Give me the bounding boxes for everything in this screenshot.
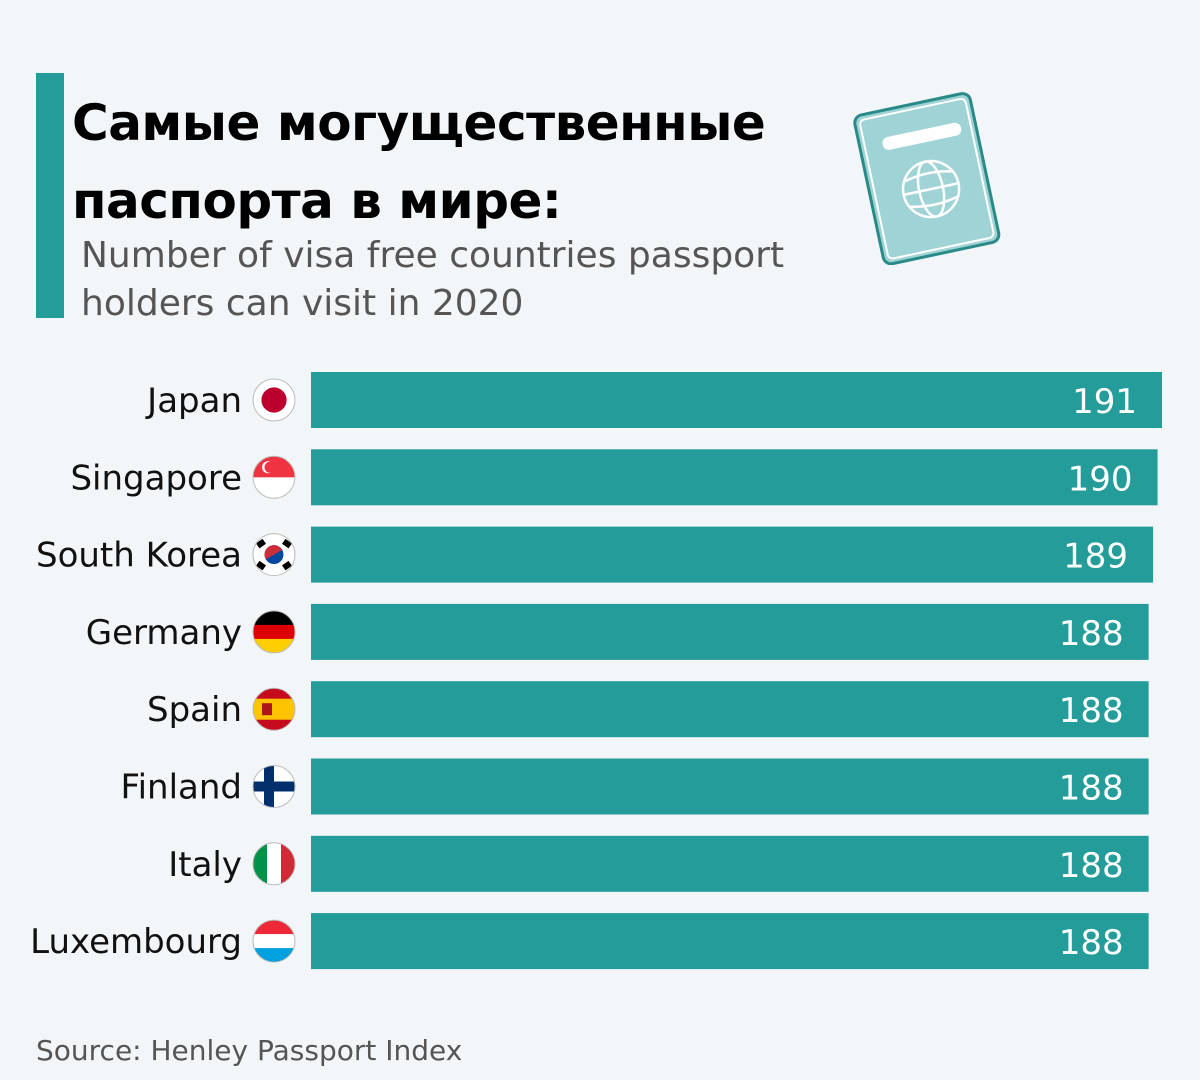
value-label: 188 — [1059, 923, 1124, 963]
bar — [311, 526, 1154, 583]
finland-flag-icon — [252, 765, 296, 808]
value-label: 188 — [1059, 769, 1124, 809]
category-label: Finland — [121, 768, 243, 808]
bar — [311, 449, 1158, 506]
bar-row: Finland 188 — [121, 758, 1149, 815]
bar-row: Japan 191 — [145, 372, 1162, 428]
passport-icon — [853, 92, 1001, 265]
page-title: Самые могущественные паспорта в мире: — [72, 84, 766, 240]
value-label: 190 — [1068, 459, 1133, 499]
value-label: 188 — [1059, 614, 1124, 654]
title-line-1: Самые могущественные — [72, 94, 766, 152]
value-label: 189 — [1063, 537, 1128, 577]
subtitle-line-1: Number of visa free countries passport — [81, 235, 785, 276]
bar-chart: Japan 191 Singapore 190 South Korea 189 German… — [30, 372, 1162, 970]
subtitle: Number of visa free countries passport h… — [81, 232, 841, 328]
singapore-flag-icon — [252, 455, 296, 499]
value-label: 191 — [1072, 382, 1137, 422]
category-label: Spain — [147, 690, 242, 730]
category-label: Singapore — [70, 458, 242, 498]
value-label: 188 — [1059, 846, 1124, 886]
title-line-2: паспорта в мире: — [72, 172, 562, 230]
bar-row: South Korea 189 — [36, 526, 1154, 583]
bar-row: Luxembourg 188 — [30, 913, 1149, 970]
spain-flag-icon — [252, 687, 296, 731]
south-korea-flag-icon — [252, 533, 296, 577]
bar — [311, 372, 1162, 428]
value-label: 188 — [1059, 691, 1124, 731]
bar — [311, 758, 1149, 815]
source-note: Source: Henley Passport Index — [36, 1034, 463, 1067]
title-accent-bar — [36, 73, 64, 318]
category-label: Germany — [86, 613, 242, 653]
bar — [311, 681, 1149, 738]
bar-row: Germany 188 — [86, 603, 1149, 660]
bar — [311, 913, 1149, 970]
bar-row: Spain 188 — [147, 681, 1149, 738]
bar-row: Singapore 190 — [70, 449, 1158, 506]
bar — [311, 603, 1149, 660]
category-label: Japan — [145, 381, 242, 421]
category-label: Luxembourg — [30, 922, 242, 962]
japan-flag-icon — [252, 378, 296, 422]
luxembourg-flag-icon — [252, 919, 296, 963]
bar — [311, 835, 1149, 892]
germany-flag-icon — [252, 610, 296, 654]
category-label: Italy — [168, 845, 242, 885]
italy-flag-icon — [252, 842, 296, 886]
category-label: South Korea — [36, 536, 242, 576]
subtitle-line-2: holders can visit in 2020 — [81, 283, 524, 324]
bar-row: Italy 188 — [168, 835, 1149, 892]
